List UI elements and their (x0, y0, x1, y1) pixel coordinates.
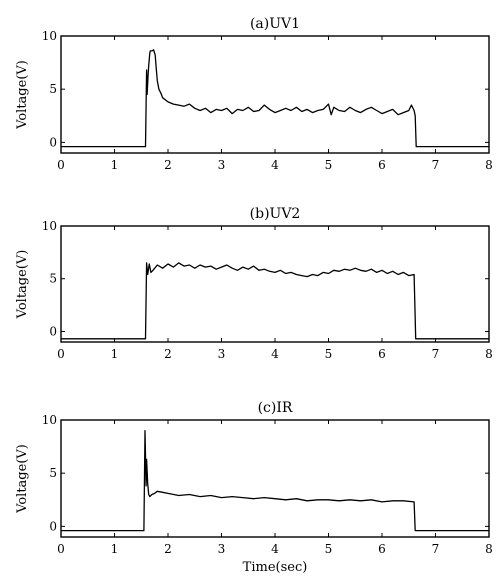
x-tick-label: 7 (432, 542, 440, 556)
chart-panel-1: (a)UV1 0 1 2 3 4 5 6 7 8 0 5 10 Voltage(V) (15, 16, 493, 172)
x-tick-label: 5 (325, 347, 333, 361)
y-tick-label: 5 (49, 82, 57, 96)
plot-frame (60, 419, 490, 538)
y-tick-label: 5 (49, 272, 57, 286)
chart-title: (c)IR (258, 400, 293, 416)
x-tick-label: 2 (164, 542, 172, 556)
series-line (61, 262, 489, 340)
plot-frame (60, 35, 490, 154)
x-tick-label: 8 (485, 158, 493, 172)
plot-frame (60, 225, 490, 343)
chart-panel-3: (c)IR 0 1 2 3 4 5 6 7 8 0 5 10 Voltage(V) Time(sec) (15, 400, 493, 575)
x-tick-label: 5 (325, 158, 333, 172)
y-tick-label: 10 (42, 413, 57, 427)
series-line (61, 429, 489, 532)
x-tick-label: 3 (218, 542, 226, 556)
x-tick-label: 2 (164, 347, 172, 361)
y-tick-label: 0 (49, 324, 57, 338)
x-tick-label: 7 (432, 347, 440, 361)
y-tick-label: 0 (49, 135, 57, 149)
y-tick-label: 10 (42, 29, 57, 43)
x-tick-label: 0 (57, 158, 65, 172)
y-axis-label: Voltage(V) (15, 250, 30, 320)
x-tick-label: 5 (325, 542, 333, 556)
x-tick-label: 1 (111, 347, 119, 361)
series-line (61, 49, 489, 148)
y-tick-label: 0 (49, 519, 57, 533)
x-tick-label: 4 (271, 347, 279, 361)
x-tick-label: 8 (485, 347, 493, 361)
chart-title: (b)UV2 (250, 206, 301, 222)
y-axis-label: Voltage(V) (15, 60, 30, 130)
x-tick-label: 6 (378, 347, 386, 361)
x-tick-label: 4 (271, 158, 279, 172)
x-tick-label: 0 (57, 542, 65, 556)
x-tick-label: 6 (378, 158, 386, 172)
chart-title: (a)UV1 (250, 16, 300, 32)
chart-panel-2: (b)UV2 0 1 2 3 4 5 6 7 8 0 5 10 Voltage(V) (15, 206, 493, 361)
y-axis-label: Voltage(V) (15, 444, 30, 514)
x-tick-label: 0 (57, 347, 65, 361)
x-tick-label: 8 (485, 542, 493, 556)
y-tick-label: 5 (49, 466, 57, 480)
x-tick-label: 6 (378, 542, 386, 556)
x-tick-label: 3 (218, 347, 226, 361)
y-tick-label: 10 (42, 219, 57, 233)
x-tick-label: 3 (218, 158, 226, 172)
x-tick-label: 1 (111, 542, 119, 556)
x-tick-label: 7 (432, 158, 440, 172)
x-tick-label: 1 (111, 158, 119, 172)
x-tick-label: 2 (164, 158, 172, 172)
x-axis-label: Time(sec) (243, 560, 308, 575)
x-tick-label: 4 (271, 542, 279, 556)
